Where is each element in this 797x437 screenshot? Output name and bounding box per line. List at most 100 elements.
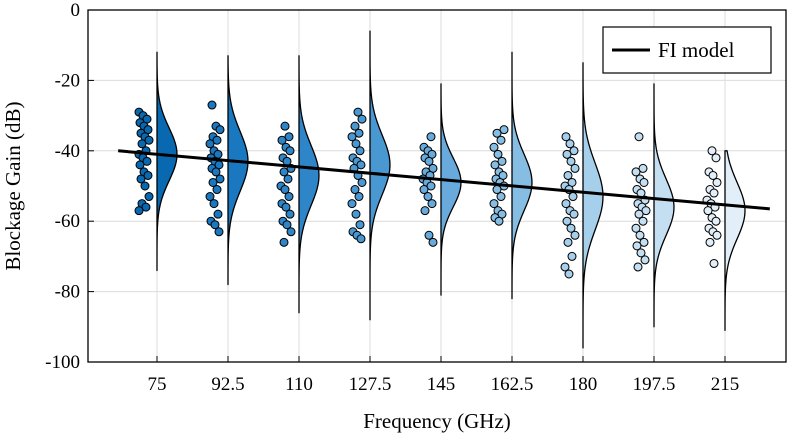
data-point-110	[284, 132, 294, 142]
data-point-180	[567, 251, 577, 261]
data-point-127.5	[355, 146, 365, 156]
data-point-127.5	[347, 199, 357, 209]
data-point-92.5	[209, 199, 219, 209]
data-point-110	[280, 185, 290, 195]
data-point-197.5	[639, 237, 649, 247]
data-point-162.5	[492, 128, 502, 138]
data-point-197.5	[631, 167, 641, 177]
data-point-92.5	[212, 185, 222, 195]
data-point-180	[562, 216, 572, 226]
data-point-127.5	[353, 107, 363, 117]
fi-model-line	[118, 149, 770, 211]
data-point-75	[143, 170, 153, 180]
data-point-162.5	[493, 149, 503, 159]
data-point-197.5	[638, 216, 648, 226]
data-point-197.5	[639, 177, 649, 187]
data-point-215	[712, 230, 722, 240]
x-tick-label: 162.5	[491, 374, 534, 395]
violin-145	[440, 83, 462, 296]
data-point-92.5	[212, 135, 222, 145]
data-point-92.5	[205, 139, 215, 149]
legend: FI model	[602, 26, 772, 74]
data-point-110	[281, 202, 291, 212]
data-point-215	[712, 177, 722, 187]
y-tick-label: 0	[71, 0, 81, 21]
data-point-180	[563, 237, 573, 247]
y-axis-title: Blockage Gain (dB)	[1, 101, 25, 270]
data-point-92.5	[210, 220, 220, 230]
data-point-127.5	[355, 220, 365, 230]
data-point-145	[426, 132, 436, 142]
data-point-75	[144, 135, 154, 145]
data-point-180	[568, 192, 578, 202]
data-point-75	[134, 206, 144, 216]
x-tick-label: 197.5	[633, 374, 676, 395]
data-point-75	[137, 139, 147, 149]
data-point-180	[565, 139, 575, 149]
data-point-197.5	[631, 223, 641, 233]
data-point-127.5	[356, 234, 366, 244]
data-point-215	[707, 146, 717, 156]
data-point-127.5	[357, 177, 367, 187]
data-point-180	[570, 230, 580, 240]
data-point-92.5	[213, 209, 223, 219]
data-point-127.5	[356, 160, 366, 170]
axis-layer: 0 -20 -40 -60 -80 -100 75 92.5 110 127.5 145 162.5 1…	[45, 0, 739, 395]
x-tick-label: 180	[569, 374, 598, 395]
x-tick-label: 127.5	[349, 374, 392, 395]
violin-110	[298, 55, 320, 314]
data-point-197.5	[634, 209, 644, 219]
data-point-75	[136, 174, 146, 184]
data-point-145	[426, 181, 436, 191]
data-point-197.5	[636, 248, 646, 258]
data-point-162.5	[489, 199, 499, 209]
data-point-110	[280, 121, 290, 131]
data-point-145	[424, 156, 434, 166]
data-point-127.5	[351, 139, 361, 149]
data-point-145	[423, 192, 433, 202]
data-point-92.5	[214, 227, 224, 237]
data-point-75	[144, 192, 154, 202]
x-tick-label: 92.5	[211, 374, 244, 395]
data-point-162.5	[497, 156, 507, 166]
data-point-180	[566, 156, 576, 166]
data-point-180	[569, 209, 579, 219]
data-point-110	[286, 227, 296, 237]
data-point-215	[703, 206, 713, 216]
y-tick-label: -40	[55, 141, 80, 162]
data-point-75	[140, 181, 150, 191]
data-point-110	[283, 174, 293, 184]
data-point-162.5	[499, 125, 509, 135]
data-point-162.5	[496, 192, 506, 202]
data-point-197.5	[633, 262, 643, 272]
data-point-127.5	[354, 128, 364, 138]
data-point-92.5	[215, 174, 225, 184]
data-point-215	[711, 153, 721, 163]
data-point-75	[135, 160, 145, 170]
data-point-180	[566, 223, 576, 233]
y-tick-label: -20	[55, 70, 80, 91]
data-point-110	[284, 192, 294, 202]
data-point-145	[420, 206, 430, 216]
violin-162.5	[511, 51, 533, 300]
violin-layer	[156, 30, 746, 349]
violin-75	[156, 51, 178, 272]
data-point-145	[428, 237, 438, 247]
data-point-180	[560, 262, 570, 272]
data-point-127.5	[350, 185, 360, 195]
x-tick-label: 215	[711, 374, 740, 395]
data-point-162.5	[489, 142, 499, 152]
data-point-110	[285, 146, 295, 156]
plot-frame	[87, 9, 787, 363]
data-point-127.5	[347, 132, 357, 142]
data-point-197.5	[641, 206, 651, 216]
y-tick-label: -100	[45, 352, 80, 373]
data-point-180	[561, 132, 571, 142]
data-point-180	[569, 146, 579, 156]
violin-92.5	[227, 55, 249, 286]
data-point-215	[709, 188, 719, 198]
violin-180	[582, 62, 604, 349]
data-point-145	[424, 230, 434, 240]
data-point-215	[709, 258, 719, 268]
data-point-75	[141, 202, 151, 212]
